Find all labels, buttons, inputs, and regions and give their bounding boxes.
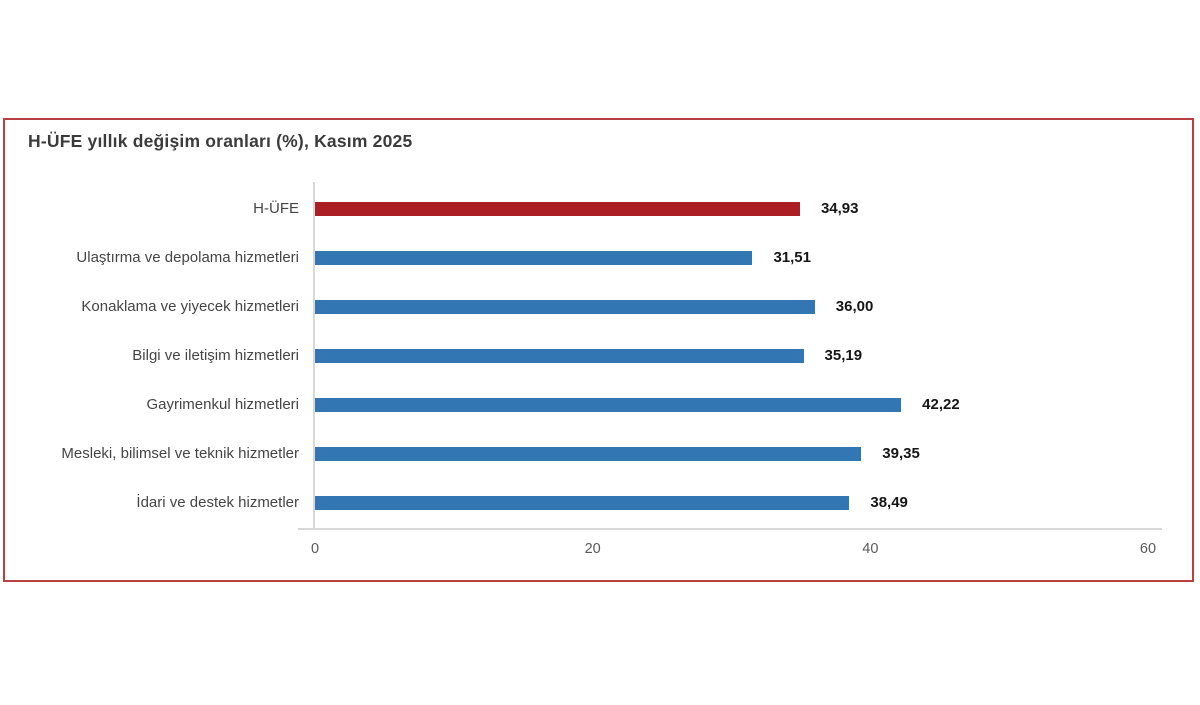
bar-track: 42,22 bbox=[315, 380, 1148, 429]
bar-row: H-ÜFE 34,93 bbox=[5, 184, 1192, 233]
y-axis-line bbox=[313, 182, 315, 529]
x-tick-label: 0 bbox=[310, 541, 320, 557]
category-label: Bilgi ve iletişim hizmetleri bbox=[132, 347, 299, 364]
value-label: 38,49 bbox=[870, 494, 908, 511]
value-label: 34,93 bbox=[820, 200, 859, 217]
value-label: 39,35 bbox=[882, 445, 920, 462]
bar bbox=[315, 495, 850, 510]
bar-track: 35,19 bbox=[315, 331, 1148, 380]
value-label: 42,22 bbox=[922, 396, 960, 413]
category-label: İdari ve destek hizmetler bbox=[136, 494, 299, 511]
x-tick-label: 60 bbox=[1139, 541, 1157, 557]
bar-track: 36,00 bbox=[315, 282, 1148, 331]
bar-track: 31,51 bbox=[315, 233, 1148, 282]
bar bbox=[315, 348, 804, 363]
bar-row: Konaklama ve yiyecek hizmetleri 36,00 bbox=[5, 282, 1192, 331]
category-label: Ulaştırma ve depolama hizmetleri bbox=[76, 249, 299, 266]
bar bbox=[315, 446, 862, 461]
bar-track: 34,93 bbox=[315, 184, 1148, 233]
category-label: Konaklama ve yiyecek hizmetleri bbox=[81, 298, 299, 315]
bar bbox=[315, 397, 902, 412]
x-axis: 0 20 40 60 bbox=[311, 541, 1156, 561]
category-label: Mesleki, bilimsel ve teknik hizmetler bbox=[61, 445, 299, 462]
value-label: 35,19 bbox=[824, 347, 863, 364]
category-label: H-ÜFE bbox=[253, 200, 299, 217]
bar-row: Mesleki, bilimsel ve teknik hizmetler 39… bbox=[5, 429, 1192, 478]
bar bbox=[315, 201, 800, 216]
bar-track: 38,49 bbox=[315, 478, 1148, 527]
bar-row: Bilgi ve iletişim hizmetleri 35,19 bbox=[5, 331, 1192, 380]
value-label: 36,00 bbox=[835, 298, 874, 315]
bar-row: Ulaştırma ve depolama hizmetleri 31,51 bbox=[5, 233, 1192, 282]
bar-track: 39,35 bbox=[315, 429, 1148, 478]
x-axis-line bbox=[298, 528, 1162, 530]
chart-frame: H-ÜFE yıllık değişim oranları (%), Kasım… bbox=[3, 118, 1194, 582]
x-tick-label: 20 bbox=[584, 541, 601, 557]
bar bbox=[315, 299, 815, 314]
bar-row: İdari ve destek hizmetler 38,49 bbox=[5, 478, 1192, 527]
plot-area: H-ÜFE 34,93 Ulaştırma ve depolama hizmet… bbox=[5, 184, 1192, 527]
category-label: Gayrimenkul hizmetleri bbox=[146, 396, 299, 413]
x-tick-label: 40 bbox=[862, 541, 879, 557]
bar-row: Gayrimenkul hizmetleri 42,22 bbox=[5, 380, 1192, 429]
chart-title: H-ÜFE yıllık değişim oranları (%), Kasım… bbox=[28, 131, 413, 151]
bar bbox=[315, 250, 753, 265]
value-label: 31,51 bbox=[773, 249, 811, 266]
